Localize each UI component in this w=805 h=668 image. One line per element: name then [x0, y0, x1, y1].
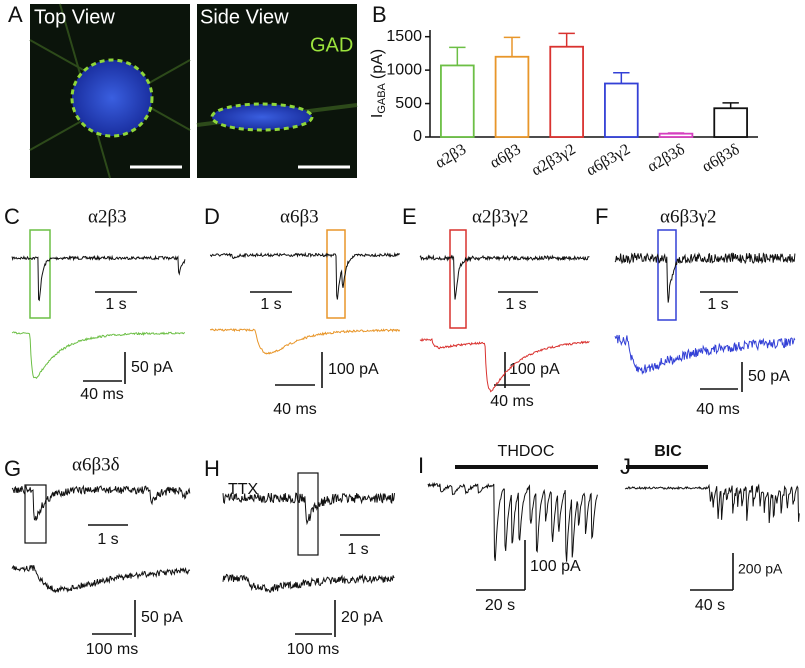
- trace: [11, 564, 191, 594]
- scale-bar: [700, 291, 743, 392]
- x-tick-label: α2β3: [432, 141, 469, 172]
- scale-label: 1 s: [97, 531, 118, 548]
- x-tick-label: α6β3γ2: [583, 141, 633, 180]
- y-axis-label: IGABA (pA): [369, 49, 388, 118]
- zoom-box: [297, 472, 319, 556]
- trace-title: α2β3: [88, 206, 127, 227]
- zoom-box: [657, 229, 677, 321]
- label: GAD: [310, 34, 353, 56]
- zoom-box: [29, 229, 51, 319]
- panel-letter: J: [620, 454, 631, 479]
- panel-letter: B: [372, 2, 387, 27]
- scale-label: 1 s: [505, 296, 526, 313]
- scale-label: 1 s: [260, 296, 281, 313]
- trace: [222, 492, 395, 526]
- scale-label: 50 pA: [141, 609, 183, 626]
- scale-bar: [690, 553, 734, 591]
- y-tick-label: 1500: [386, 28, 422, 45]
- bar: [549, 45, 584, 138]
- trace: [419, 254, 590, 300]
- y-label-unit: (pA): [369, 49, 386, 79]
- scale-label: 200 pA: [738, 561, 783, 577]
- panel-letter: A: [8, 2, 23, 27]
- x-tick-label: α6β3δ: [699, 141, 742, 176]
- panel-letter: D: [204, 204, 220, 229]
- scale-label: 20 s: [485, 597, 515, 614]
- trace-title: α2β3γ2: [472, 206, 529, 227]
- y-tick-label: 0: [413, 128, 422, 145]
- scale-label: 1 s: [105, 296, 126, 313]
- panel-letter: G: [4, 456, 21, 481]
- bar: [440, 64, 475, 138]
- scale-label: 50 pA: [748, 368, 790, 385]
- label: BIC: [654, 443, 682, 460]
- micrograph-side: [197, 4, 357, 178]
- trace: [222, 573, 395, 593]
- y-label-sub: GABA: [376, 82, 388, 113]
- scale-bar: [250, 291, 323, 388]
- trace: [11, 254, 186, 302]
- scale-label: 40 ms: [273, 401, 317, 418]
- zoom-box: [449, 229, 467, 329]
- trace: [209, 251, 401, 300]
- scale-label: 40 ms: [490, 393, 534, 410]
- panel-letter: H: [204, 456, 220, 481]
- scale-label: 100 pA: [530, 558, 581, 575]
- scale-label: 40 ms: [80, 386, 124, 403]
- scale-bar: [88, 524, 136, 637]
- panel-letter: F: [595, 204, 608, 229]
- scale-label: 100 ms: [287, 641, 339, 658]
- trace: [11, 331, 185, 379]
- zoom-box: [24, 484, 47, 544]
- trace: [624, 483, 800, 524]
- x-tick-label: α2β3γ2: [529, 141, 579, 180]
- trace: [614, 334, 796, 375]
- cell-side: [210, 102, 314, 132]
- scale-label: 40 s: [695, 597, 725, 614]
- label: Top View: [34, 6, 115, 28]
- panel-letter: C: [4, 204, 20, 229]
- y-tick-label: 1000: [386, 61, 422, 78]
- scale-label: 100 ms: [86, 641, 138, 658]
- trace: [614, 252, 796, 303]
- trace: [11, 484, 191, 521]
- cell-top: [70, 58, 154, 138]
- panel-letter: E: [402, 204, 417, 229]
- y-label-main: I: [369, 114, 386, 118]
- scale-label: 100 pA: [328, 361, 379, 378]
- trace: [419, 337, 590, 393]
- scale-label: 1 s: [347, 541, 368, 558]
- scale-bar: [295, 534, 380, 637]
- label: Side View: [200, 6, 289, 28]
- trace-title: α6β3γ2: [660, 206, 717, 227]
- scale-bar: [83, 291, 137, 384]
- bar: [713, 107, 748, 138]
- panel-letter: I: [418, 453, 424, 478]
- scale-bar: [494, 291, 538, 388]
- bar: [494, 55, 530, 138]
- y-tick-label: 500: [395, 95, 422, 112]
- scale-label: 50 pA: [131, 359, 173, 376]
- x-tick-label: α2β3δ: [645, 141, 688, 176]
- trace: [209, 327, 401, 355]
- label: THDOC: [498, 443, 555, 460]
- trace-title: α6β3: [280, 206, 319, 227]
- scale-label: 1 s: [707, 296, 728, 313]
- trace: [427, 481, 598, 562]
- scale-label: 20 pA: [341, 609, 383, 626]
- bar: [658, 132, 694, 138]
- x-tick-label: α6β3: [487, 141, 524, 172]
- scale-bar: [476, 540, 526, 591]
- scale-label: 100 pA: [509, 361, 560, 378]
- trace-title: α6β3δ: [72, 454, 120, 475]
- scale-label: 40 ms: [696, 401, 740, 418]
- bar: [604, 82, 639, 138]
